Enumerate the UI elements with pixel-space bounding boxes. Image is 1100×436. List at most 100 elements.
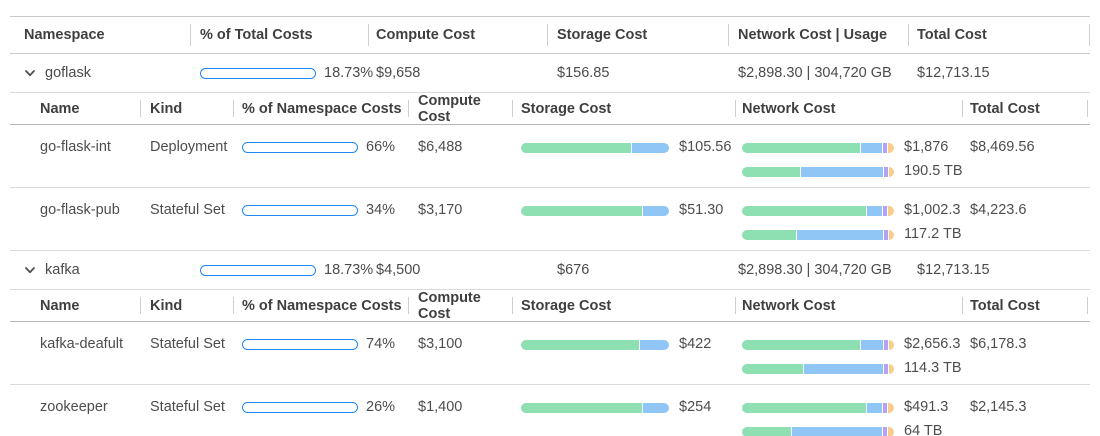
namespace-name: goflask [45, 65, 91, 81]
namespace-row-goflask[interactable]: goflask 18.73% $9,658 $156.85 $2,898.30 … [10, 54, 1090, 93]
percent-label: 34% [366, 202, 396, 218]
workload-name: go-flask-int [40, 139, 111, 155]
namespace-name-cell: goflask [10, 65, 190, 81]
chevron-down-icon[interactable] [24, 264, 36, 276]
compute-cost-value: $1,400 [418, 399, 463, 415]
network-cost-usage-value: $2,898.30 | 304,720 GB [738, 65, 892, 81]
namespace-cost-table: Namespace % of Total Costs Compute Cost … [10, 16, 1090, 436]
workload-row-go-flask-pub: go-flask-pub Stateful Set 34% $3,170 $51… [10, 188, 1090, 251]
percent-progress-bar [242, 339, 358, 350]
network-usage-value: 64 TB [904, 423, 943, 436]
pct-total-cell: 18.73% [190, 65, 373, 81]
column-header-storage-cost: Storage Cost [512, 290, 735, 321]
total-cost-value: $12,713.15 [917, 262, 990, 278]
percent-label: 18.73% [324, 262, 374, 278]
compute-cost-value: $9,658 [376, 65, 421, 81]
percent-label: 26% [366, 399, 396, 415]
column-header-name: Name [40, 100, 80, 117]
network-usage-bar [742, 426, 894, 436]
storage-cost-value: $156.85 [557, 65, 610, 81]
storage-cost-bar [521, 402, 669, 413]
column-header-compute-cost: Compute Cost [408, 290, 512, 322]
namespace-name: kafka [45, 262, 80, 278]
percent-label: 74% [366, 336, 396, 352]
network-cost-cell: $1,002.3 117.2 TB [735, 188, 962, 250]
workload-kind: Stateful Set [150, 336, 225, 352]
workload-kind: Stateful Set [150, 202, 225, 218]
network-cost-bar [742, 402, 894, 413]
inner-header-row: Name Kind % of Namespace Costs Compute C… [10, 290, 1090, 322]
percent-label: 66% [366, 139, 396, 155]
column-header-total-cost: Total Cost [962, 290, 1088, 321]
storage-cost-value: $676 [557, 262, 590, 278]
namespace-row-kafka[interactable]: kafka 18.73% $4,500 $676 $2,898.30 | 304… [10, 251, 1090, 290]
column-header-kind: Kind [140, 290, 233, 321]
total-cost-value: $6,178.3 [970, 336, 1027, 352]
network-usage-bar [742, 166, 894, 177]
compute-cost-value: $3,170 [418, 202, 463, 218]
column-header-pct-namespace-costs: % of Namespace Costs [233, 93, 408, 124]
storage-cost-cell: $254 [512, 385, 735, 436]
pct-namespace-cell: 66% [233, 125, 408, 187]
network-usage-bar [742, 229, 894, 240]
storage-cost-cell: $105.56 [512, 125, 735, 187]
workload-row-zookeeper: zookeeper Stateful Set 26% $1,400 $254 [10, 385, 1090, 436]
network-cost-value: $491.3 [904, 399, 949, 415]
percent-progress-bar [242, 205, 358, 216]
column-header-kind: Kind [140, 93, 233, 124]
percent-progress-bar [242, 402, 358, 413]
network-cost-value: $2,656.3 [904, 336, 961, 352]
namespace-name-cell: kafka [10, 262, 190, 278]
workload-kind: Stateful Set [150, 399, 225, 415]
storage-cost-bar [521, 205, 669, 216]
column-header-pct-namespace-costs: % of Namespace Costs [233, 290, 408, 321]
column-header-total-cost: Total Cost [962, 93, 1088, 124]
workload-row-kafka-deafult: kafka-deafult Stateful Set 74% $3,100 $4… [10, 322, 1090, 385]
total-cost-value: $12,713.15 [917, 65, 990, 81]
workload-row-go-flask-int: go-flask-int Deployment 66% $6,488 $105.… [10, 125, 1090, 188]
network-cost-cell: $1,876 190.5 TB [735, 125, 963, 187]
percent-progress-bar [200, 264, 316, 276]
inner-header-row: Name Kind % of Namespace Costs Compute C… [10, 93, 1090, 125]
network-cost-cell: $2,656.3 114.3 TB [735, 322, 962, 384]
compute-cost-value: $6,488 [418, 139, 463, 155]
chevron-down-icon[interactable] [24, 67, 36, 79]
network-cost-value: $1,002.3 [904, 202, 961, 218]
network-usage-value: 117.2 TB [904, 226, 962, 242]
workload-name: kafka-deafult [40, 336, 124, 352]
storage-cost-cell: $422 [512, 322, 735, 384]
total-cost-value: $4,223.6 [970, 202, 1027, 218]
storage-cost-bar [521, 339, 669, 350]
compute-cost-value: $4,500 [376, 262, 421, 278]
network-usage-value: 114.3 TB [904, 360, 962, 376]
percent-progress-bar [200, 67, 316, 79]
storage-cost-value: $422 [679, 336, 712, 352]
network-usage-value: 190.5 TB [904, 163, 963, 179]
column-header-namespace: Namespace [24, 27, 105, 43]
column-header-network-cost: Network Cost [735, 290, 962, 321]
workload-kind: Deployment [150, 139, 228, 155]
percent-progress-bar [242, 142, 358, 153]
storage-cost-value: $51.30 [679, 202, 724, 218]
pct-total-cell: 18.73% [190, 262, 373, 278]
storage-cost-bar [521, 142, 669, 153]
storage-cost-cell: $51.30 [512, 188, 735, 250]
network-cost-cell: $491.3 64 TB [735, 385, 962, 436]
workload-name: zookeeper [40, 399, 108, 415]
pct-namespace-cell: 34% [233, 188, 408, 250]
network-cost-bar [742, 205, 894, 216]
column-header-storage-cost: Storage Cost [512, 93, 735, 124]
outer-header-row: Namespace % of Total Costs Compute Cost … [10, 16, 1090, 54]
network-usage-bar [742, 363, 894, 374]
column-header-storage-cost: Storage Cost [547, 17, 728, 53]
workload-name: go-flask-pub [40, 202, 120, 218]
column-header-name: Name [40, 297, 80, 314]
network-cost-value: $1,876 [904, 139, 949, 155]
percent-label: 18.73% [324, 65, 374, 81]
column-header-pct-total-costs: % of Total Costs [190, 17, 368, 53]
column-header-compute-cost: Compute Cost [368, 17, 547, 53]
storage-cost-value: $105.56 [679, 139, 732, 155]
total-cost-value: $8,469.56 [970, 139, 1035, 155]
column-header-network-cost-usage: Network Cost | Usage [728, 17, 908, 53]
compute-cost-value: $3,100 [418, 336, 463, 352]
